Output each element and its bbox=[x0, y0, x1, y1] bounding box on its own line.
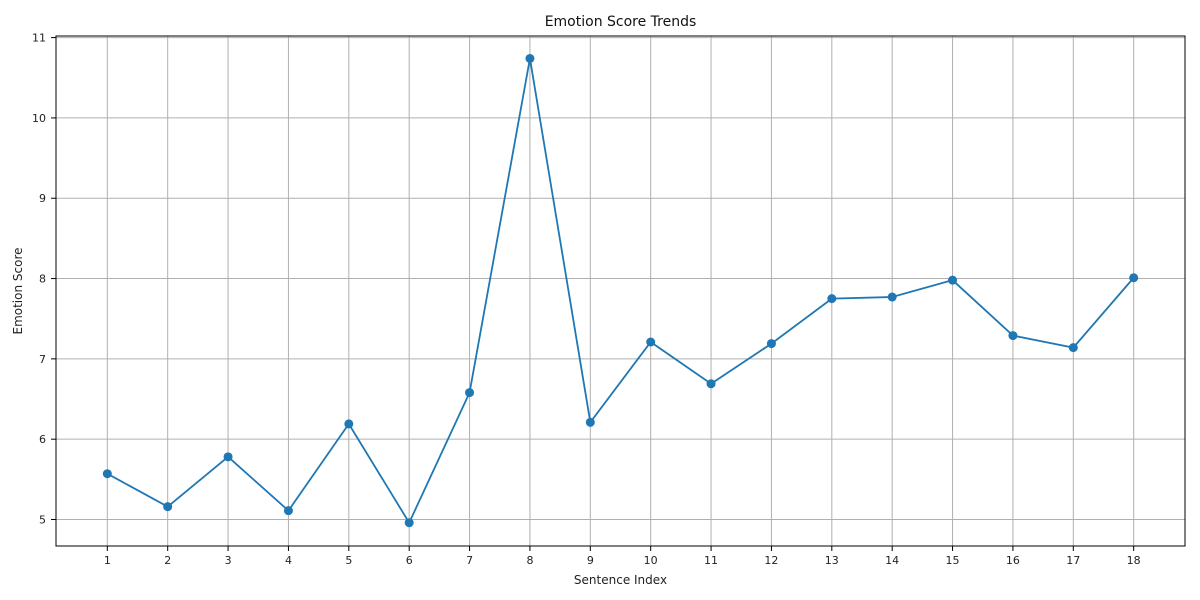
x-tick-label: 11 bbox=[704, 554, 718, 567]
data-point bbox=[102, 469, 112, 479]
data-point bbox=[525, 53, 535, 63]
data-point bbox=[1129, 273, 1139, 283]
x-axis-label: Sentence Index bbox=[574, 573, 667, 587]
y-tick-label: 5 bbox=[39, 513, 46, 526]
data-point bbox=[706, 379, 716, 389]
y-axis-label: Emotion Score bbox=[11, 247, 25, 334]
data-point bbox=[283, 506, 293, 516]
x-tick-label: 3 bbox=[225, 554, 232, 567]
x-tick-label: 16 bbox=[1006, 554, 1020, 567]
x-tick-label: 17 bbox=[1066, 554, 1080, 567]
data-point bbox=[887, 292, 897, 302]
series-layer bbox=[102, 53, 1139, 528]
series-line bbox=[106, 58, 1135, 525]
y-tick-label: 9 bbox=[39, 192, 46, 205]
x-tick-label: 7 bbox=[466, 554, 473, 567]
data-point bbox=[827, 294, 837, 304]
data-point bbox=[344, 419, 354, 429]
data-point bbox=[585, 417, 595, 427]
x-tick-label: 6 bbox=[406, 554, 413, 567]
plot-frame bbox=[55, 35, 1186, 547]
chart-title: Emotion Score Trends bbox=[545, 14, 697, 30]
data-point bbox=[1068, 343, 1078, 353]
data-point bbox=[223, 452, 233, 462]
x-tick-label: 14 bbox=[885, 554, 899, 567]
x-tick-label: 2 bbox=[164, 554, 171, 567]
x-tick-label: 18 bbox=[1127, 554, 1141, 567]
data-point bbox=[766, 339, 776, 349]
x-tick-label: 15 bbox=[946, 554, 960, 567]
x-tick-label: 10 bbox=[644, 554, 658, 567]
y-tick-label: 6 bbox=[39, 433, 46, 446]
data-point bbox=[404, 518, 414, 528]
x-tick-label: 13 bbox=[825, 554, 839, 567]
x-tick-label: 4 bbox=[285, 554, 292, 567]
x-tick-label: 1 bbox=[104, 554, 111, 567]
data-point bbox=[1008, 331, 1018, 341]
data-point bbox=[948, 275, 958, 285]
data-point bbox=[465, 388, 475, 398]
x-tick-label: 12 bbox=[764, 554, 778, 567]
data-point bbox=[163, 502, 173, 512]
y-tick-label: 11 bbox=[32, 32, 46, 45]
y-tick-label: 7 bbox=[39, 353, 46, 366]
data-point bbox=[646, 337, 656, 347]
y-tick-label: 8 bbox=[39, 273, 46, 286]
x-tick-label: 9 bbox=[587, 554, 594, 567]
y-tick-label: 10 bbox=[32, 112, 46, 125]
x-tick-label: 8 bbox=[526, 554, 533, 567]
grid bbox=[56, 36, 1185, 546]
x-tick-label: 5 bbox=[345, 554, 352, 567]
